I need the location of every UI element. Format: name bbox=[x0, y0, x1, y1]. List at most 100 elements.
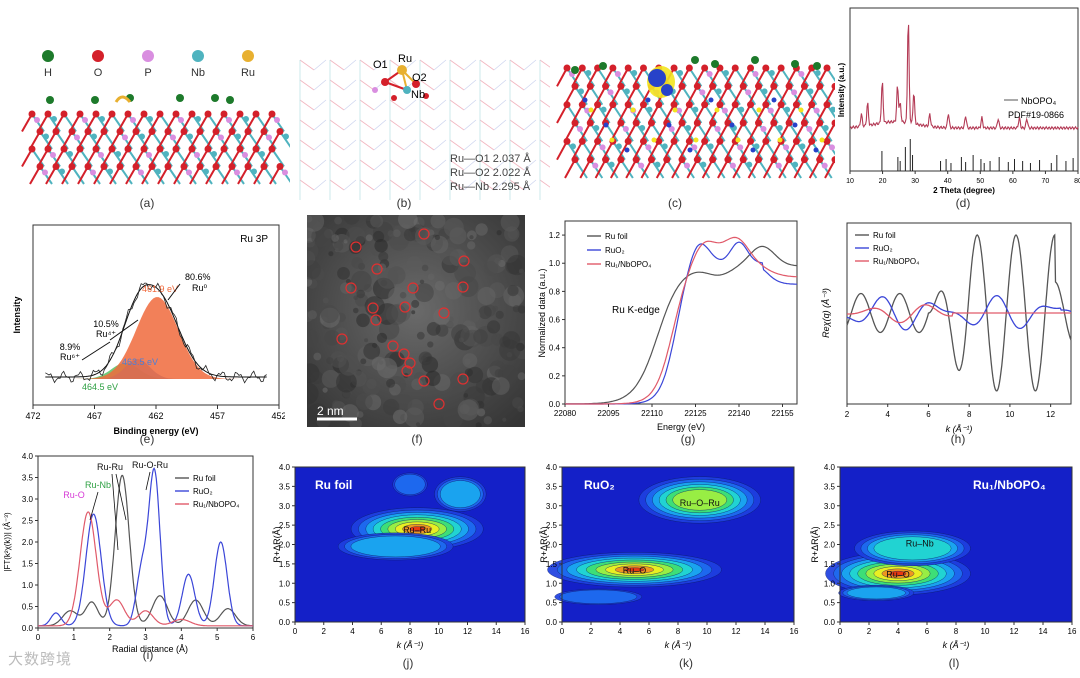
wavelet-ytick-label: 0.5 bbox=[546, 599, 558, 608]
panel-e-label: (e) bbox=[139, 432, 155, 446]
wavelet-contour bbox=[350, 535, 441, 558]
panel-c-label: (c) bbox=[668, 196, 682, 210]
single-atom-marker bbox=[457, 281, 469, 293]
wavelet-xtick-label: 8 bbox=[676, 627, 681, 636]
atom-swatch bbox=[92, 50, 104, 62]
wavelet-xtick-label: 10 bbox=[981, 627, 990, 636]
panel-f-label: (f) bbox=[411, 432, 423, 446]
ft-ytick-label: 1.0 bbox=[22, 581, 34, 590]
single-atom-marker bbox=[345, 282, 357, 294]
xrd-xtick-label: 70 bbox=[1042, 178, 1050, 185]
watermark: 大数跨境 bbox=[8, 651, 73, 668]
wavelet-contour bbox=[409, 526, 425, 532]
wavelet-ytick-label: 1.5 bbox=[824, 560, 836, 569]
single-atom-marker bbox=[370, 314, 382, 326]
wavelet-ytick-label: 3.5 bbox=[546, 482, 558, 491]
wavelet-ytick-label: 1.0 bbox=[279, 579, 291, 588]
exafs-xtick-label: 10 bbox=[1005, 410, 1014, 419]
single-atom-marker bbox=[418, 228, 430, 240]
exafs-xtick-label: 8 bbox=[967, 410, 972, 419]
atom-symbol: O bbox=[93, 67, 103, 79]
ft-ytick-label: 3.5 bbox=[22, 474, 34, 483]
panel-c bbox=[555, 40, 848, 190]
xanes-line-2 bbox=[565, 236, 798, 405]
ru6-energy: 464.5 eV bbox=[82, 382, 118, 392]
ru-site-ball-stick bbox=[372, 65, 429, 101]
panel-k: 0 2 4 6 8 10 12 14 16 0.0 0.5 1.0 1.5 2.0 2.5 3.0 3.5 4.0… bbox=[537, 450, 799, 665]
wavelet-ytick-label: 2.5 bbox=[824, 521, 836, 530]
xanes-legend-label: Ru₁/NbOPO₄ bbox=[605, 260, 651, 269]
xanes-note: Ru K-edge bbox=[612, 305, 660, 316]
xps-envelope-line bbox=[45, 284, 267, 378]
xanes-xtick-label: 22140 bbox=[728, 409, 751, 418]
ft-ytick-label: 2.0 bbox=[22, 538, 34, 547]
xrd-xtick-label: 30 bbox=[911, 178, 919, 185]
wavelet-xtick-label: 0 bbox=[560, 627, 565, 636]
wavelet-lobe bbox=[392, 472, 428, 497]
xps-title: Ru 3P bbox=[240, 234, 268, 245]
exafs-xtick-label: 12 bbox=[1046, 410, 1055, 419]
wavelet-ytick-label: 3.0 bbox=[546, 502, 558, 511]
wavelet-map-ruo2: 0 2 4 6 8 10 12 14 16 0.0 0.5 1.0 1.5 2.0 2.5 3.0 3.5 4.0… bbox=[539, 463, 799, 650]
wavelet-map-ru1-nbopo4: 0 2 4 6 8 10 12 14 16 0.0 0.5 1.0 1.5 2.0 2.5 3.0 3.5 4.0… bbox=[810, 463, 1077, 650]
wavelet-xtick-label: 10 bbox=[434, 627, 443, 636]
ft-line-1 bbox=[38, 467, 253, 627]
single-atom-marker bbox=[398, 348, 410, 360]
wavelet-ytick-label: 1.0 bbox=[546, 579, 558, 588]
wavelet-ytick-label: 2.0 bbox=[279, 541, 291, 550]
single-atom-marker bbox=[350, 241, 362, 253]
single-atom-marker bbox=[433, 398, 445, 410]
wavelet-ytick-label: 1.5 bbox=[279, 560, 291, 569]
wavelet-contour bbox=[559, 589, 638, 604]
xrd-xtick-label: 40 bbox=[944, 178, 952, 185]
wavelet-ytick-label: 3.5 bbox=[824, 482, 836, 491]
wavelet-contour bbox=[672, 489, 728, 511]
exafs-legend-label: RuO₂ bbox=[873, 244, 893, 253]
atom-label-nb: Nb bbox=[411, 89, 425, 101]
wavelet-lobe bbox=[554, 588, 642, 605]
wavelet-lobe bbox=[434, 476, 487, 512]
wavelet-xtick-label: 12 bbox=[732, 627, 741, 636]
wavelet-xlabel: k (Å⁻¹) bbox=[665, 640, 692, 650]
xps-raw-line bbox=[45, 282, 267, 384]
xanes-axes-frame bbox=[564, 220, 798, 405]
panel-i-label: (i) bbox=[142, 648, 154, 662]
single-atom-marker bbox=[336, 333, 348, 345]
wavelet-xtick-label: 12 bbox=[1010, 627, 1019, 636]
ft-ytick-label: 3.0 bbox=[22, 495, 34, 504]
wavelet-xtick-label: 4 bbox=[618, 627, 623, 636]
wavelet-map-ru-foil: 0 2 4 6 8 10 12 14 16 0.0 0.5 1.0 1.5 2.0 2.5 3.0 3.5 4.0… bbox=[272, 463, 530, 650]
wavelet-xlabel: k (Å⁻¹) bbox=[943, 640, 970, 650]
wavelet-title: Ru₁/NbOPO₄ bbox=[973, 478, 1046, 492]
atom-swatch bbox=[42, 50, 54, 62]
wavelet-title: Ru foil bbox=[315, 478, 352, 492]
wavelet-contour bbox=[624, 567, 645, 572]
wavelet-ytick-label: 0.0 bbox=[824, 618, 836, 627]
single-atom-marker bbox=[404, 357, 416, 369]
ft-ytick-label: 0.0 bbox=[22, 624, 34, 633]
wavelet-xtick-label: 14 bbox=[1039, 627, 1048, 636]
atom-symbol: Nb bbox=[190, 67, 206, 79]
ft-xtick-label: 4 bbox=[179, 633, 184, 642]
xanes-xtick-label: 22155 bbox=[771, 409, 794, 418]
exafs-xtick-label: 4 bbox=[886, 410, 891, 419]
atom-label-ru: Ru bbox=[398, 53, 412, 65]
panel-j: 0 2 4 6 8 10 12 14 16 0.0 0.5 1.0 1.5 2.0 2.5 3.0 3.5 4.0… bbox=[270, 450, 530, 665]
ft-legend-label: Ru foil bbox=[193, 474, 216, 483]
atom-symbol: Ru bbox=[240, 67, 256, 79]
xrd-xtick-label: 10 bbox=[846, 178, 854, 185]
wavelet-xtick-label: 4 bbox=[350, 627, 355, 636]
wavelet-ytick-label: 2.0 bbox=[546, 541, 558, 550]
ft-peak-annotation: Ru-Ru bbox=[97, 462, 123, 472]
slab-structure-a bbox=[21, 94, 290, 185]
wavelet-ytick-label: 4.0 bbox=[824, 463, 836, 472]
wavelet-xtick-label: 8 bbox=[408, 627, 413, 636]
panel-d-label: (d) bbox=[955, 196, 971, 210]
xrd-ylabel: Intensity (a.u.) bbox=[837, 63, 846, 118]
single-atom-marker bbox=[438, 307, 450, 319]
wavelet-ytick-label: 1.5 bbox=[546, 560, 558, 569]
single-atom-marker bbox=[457, 373, 469, 385]
legend-atom-nb: Nb bbox=[178, 50, 218, 79]
wavelet-ytick-label: 0.0 bbox=[279, 618, 291, 627]
wavelet-contour bbox=[440, 480, 481, 508]
